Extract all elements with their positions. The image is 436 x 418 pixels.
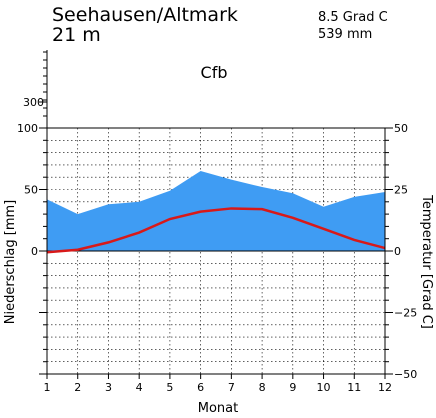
y-right-tick-label: 0 — [394, 245, 401, 258]
x-tick-label: 10 — [317, 381, 331, 394]
annual-precipitation: 539 mm — [318, 27, 372, 42]
x-axis-title: Monat — [198, 401, 238, 416]
x-tick-label: 9 — [289, 381, 296, 394]
station-elevation: 21 m — [52, 24, 101, 46]
climate-class: Cfb — [201, 63, 228, 82]
y-axis-right-title: Temperatur [Grad C] — [419, 194, 434, 329]
x-tick-label: 5 — [166, 381, 173, 394]
x-tick-label: 7 — [228, 381, 235, 394]
station-name: Seehausen/Altmark — [52, 4, 238, 26]
y-axis-left-title: Niederschlag [mm] — [3, 200, 18, 325]
x-tick-label: 1 — [44, 381, 51, 394]
x-tick-label: 11 — [347, 381, 361, 394]
y-right-tick-label: −25 — [394, 307, 417, 320]
x-tick-label: 6 — [197, 381, 204, 394]
y-right-tick-label: −50 — [394, 368, 417, 381]
y-right-tick-label: 50 — [394, 122, 408, 135]
x-tick-label: 3 — [105, 381, 112, 394]
x-tick-label: 4 — [136, 381, 143, 394]
temperature-line — [46, 207, 386, 254]
y-left-upper-label: 300 — [23, 96, 44, 109]
y-left-tick-label: 100 — [17, 122, 38, 135]
mean-temperature: 8.5 Grad C — [318, 10, 388, 25]
y-left-tick-label: 50 — [24, 184, 38, 197]
y-right-tick-label: 25 — [394, 184, 408, 197]
x-tick-label: 12 — [378, 381, 392, 394]
x-tick-label: 2 — [74, 381, 81, 394]
y-left-tick-label: 0 — [31, 245, 38, 258]
x-tick-label: 8 — [259, 381, 266, 394]
